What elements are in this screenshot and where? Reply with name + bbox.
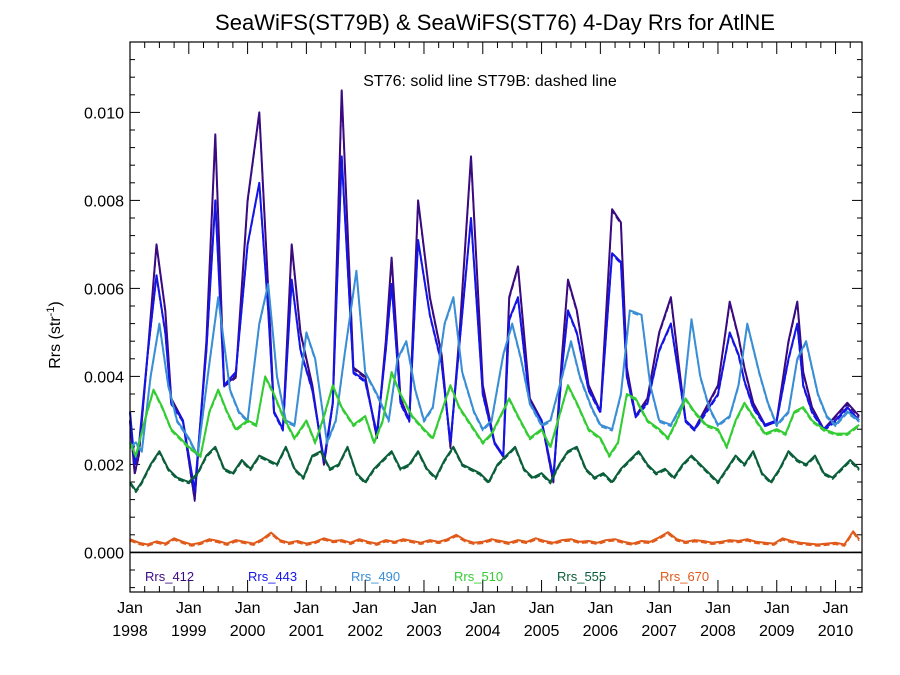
- y-tick-label: 0.006: [84, 281, 124, 298]
- x-tick-year: 2010: [818, 623, 854, 640]
- y-tick-label: 0.008: [84, 193, 124, 210]
- legend-entry-Rrs_510: Rrs_510: [454, 569, 503, 584]
- series-Rrs_555-solid: [129, 445, 860, 492]
- series-Rrs_412-solid: [129, 89, 860, 501]
- series-Rrs_443-solid: [129, 155, 860, 492]
- x-tick-month: Jan: [411, 600, 437, 617]
- legend-entry-Rrs_670: Rrs_670: [660, 569, 709, 584]
- legend-entry-Rrs_443: Rrs_443: [248, 569, 297, 584]
- x-tick-month: Jan: [235, 600, 261, 617]
- x-tick-year: 2002: [347, 623, 383, 640]
- x-tick-month: Jan: [293, 600, 319, 617]
- legend: Rrs_412 Rrs_443 Rrs_490 Rrs_510 Rrs_555 Rrs_6…: [145, 569, 709, 584]
- x-tick-month: Jan: [352, 600, 378, 617]
- y-axis-label-text: Rrs (str: [47, 316, 64, 369]
- x-tick-month: Jan: [176, 600, 202, 617]
- series-Rrs_510-solid: [129, 371, 860, 457]
- x-tick-month: Jan: [823, 600, 849, 617]
- y-axis-label: Rrs (str-1): [45, 301, 64, 369]
- x-tick-year: 2008: [700, 623, 736, 640]
- y-tick-label: 0.004: [84, 369, 124, 386]
- x-tick-year: 2007: [641, 623, 677, 640]
- x-tick-year: 2000: [230, 623, 266, 640]
- plot-frame: [129, 41, 863, 593]
- y-axis: 0.000 0.002 0.004 0.006 0.008 0.010: [84, 41, 862, 589]
- series-Rrs_670-dashed: [129, 531, 860, 547]
- y-tick-label: 0.000: [84, 545, 124, 562]
- series-Rrs_670-solid: [129, 530, 860, 546]
- y-tick-label: 0.002: [84, 457, 124, 474]
- series-layer: [129, 89, 860, 547]
- x-tick-year: 1999: [171, 623, 207, 640]
- y-axis-label-close: ): [47, 301, 64, 306]
- x-tick-month: Jan: [587, 600, 613, 617]
- chart-subtitle: ST76: solid line ST79B: dashed line: [363, 73, 617, 90]
- y-tick-label: 0.010: [84, 105, 124, 122]
- chart-title: SeaWiFS(ST79B) & SeaWiFS(ST76) 4-Day Rrs…: [215, 10, 775, 35]
- x-tick-year: 2006: [583, 623, 619, 640]
- series-Rrs_490-solid: [129, 269, 860, 457]
- y-axis-label-superscript: -1: [45, 307, 57, 317]
- x-tick-year: 1998: [112, 623, 148, 640]
- x-tick-year: 2009: [759, 623, 795, 640]
- x-tick-month: Jan: [705, 600, 731, 617]
- x-axis: Jan 1998 Jan 1999 Jan 2000 Jan 2001 Jan 2002 Jan 20…: [112, 42, 853, 640]
- legend-entry-Rrs_555: Rrs_555: [557, 569, 606, 584]
- legend-entry-Rrs_490: Rrs_490: [351, 569, 400, 584]
- x-tick-month: Jan: [117, 600, 143, 617]
- x-tick-month: Jan: [470, 600, 496, 617]
- x-tick-year: 2001: [289, 623, 325, 640]
- x-tick-year: 2003: [406, 623, 442, 640]
- x-tick-month: Jan: [764, 600, 790, 617]
- x-tick-month: Jan: [529, 600, 555, 617]
- x-tick-year: 2005: [524, 623, 560, 640]
- legend-entry-Rrs_412: Rrs_412: [145, 569, 194, 584]
- x-tick-month: Jan: [646, 600, 672, 617]
- series-Rrs_555-dashed: [129, 447, 860, 494]
- x-tick-year: 2004: [465, 623, 501, 640]
